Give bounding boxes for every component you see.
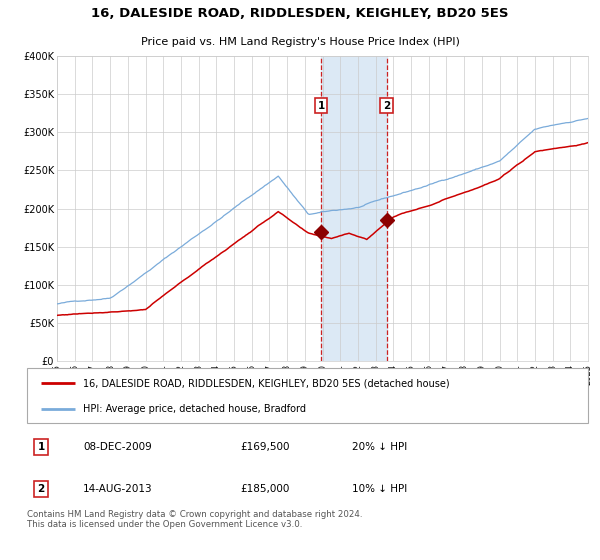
Text: Contains HM Land Registry data © Crown copyright and database right 2024.
This d: Contains HM Land Registry data © Crown c… [27,510,362,529]
Text: 2: 2 [383,101,390,110]
Text: £169,500: £169,500 [240,442,290,452]
Text: Price paid vs. HM Land Registry's House Price Index (HPI): Price paid vs. HM Land Registry's House … [140,37,460,47]
Text: 14-AUG-2013: 14-AUG-2013 [83,484,153,494]
Text: HPI: Average price, detached house, Bradford: HPI: Average price, detached house, Brad… [83,404,306,413]
Text: 08-DEC-2009: 08-DEC-2009 [83,442,152,452]
Text: 1: 1 [37,442,44,452]
Text: 16, DALESIDE ROAD, RIDDLESDEN, KEIGHLEY, BD20 5ES: 16, DALESIDE ROAD, RIDDLESDEN, KEIGHLEY,… [91,7,509,20]
Text: £185,000: £185,000 [240,484,290,494]
Text: 10% ↓ HPI: 10% ↓ HPI [352,484,407,494]
Text: 16, DALESIDE ROAD, RIDDLESDEN, KEIGHLEY, BD20 5ES (detached house): 16, DALESIDE ROAD, RIDDLESDEN, KEIGHLEY,… [83,379,450,388]
Text: 2: 2 [37,484,44,494]
Text: 20% ↓ HPI: 20% ↓ HPI [352,442,407,452]
Text: 1: 1 [317,101,325,110]
Bar [321,56,386,361]
